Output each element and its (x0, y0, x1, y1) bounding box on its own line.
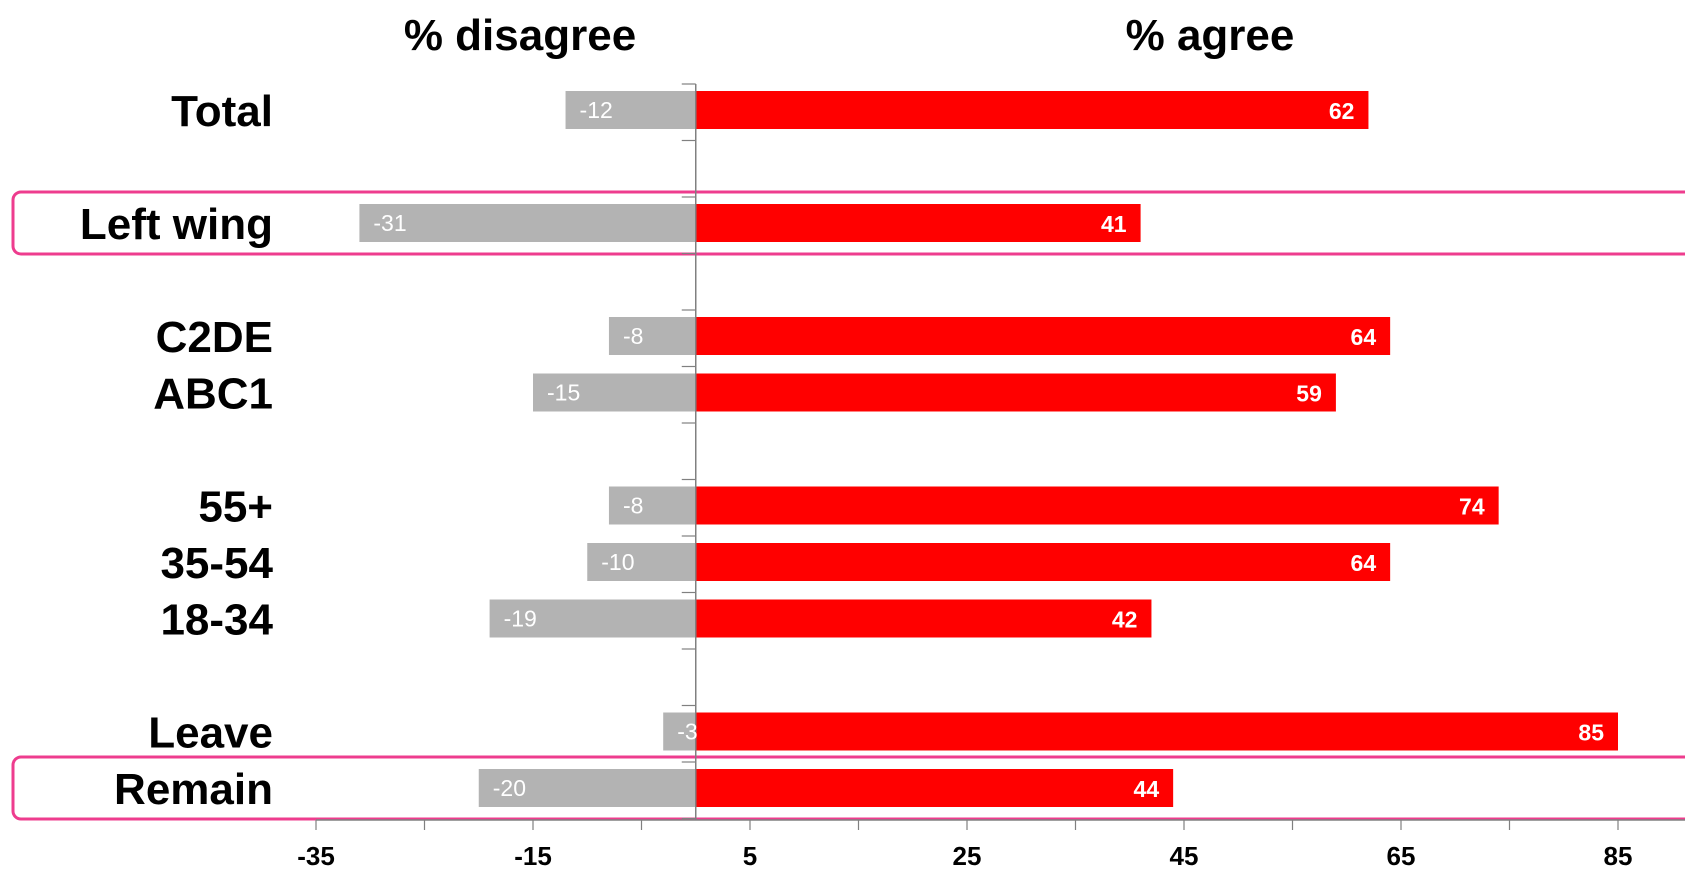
bar-agree-35-54 (695, 543, 1391, 581)
category-label-leave: Leave (148, 709, 273, 758)
data-label-agree-55plus: 74 (1459, 494, 1485, 520)
bar-disagree-c2de (608, 317, 696, 355)
category-label-35-54: 35-54 (160, 539, 273, 588)
bar-disagree-total (565, 91, 696, 129)
labels-layer: Total -12 62 Left wing -31 41 C2DE -8 64 ABC1 -15 5… (80, 87, 1633, 871)
bar-agree-18-34 (695, 599, 1152, 638)
bar-disagree-leave (663, 712, 696, 751)
data-label-agree-total: 62 (1329, 98, 1355, 124)
bar-disagree-18-34 (489, 599, 696, 638)
highlight-box-remain (11, 755, 1685, 821)
axes-layer (315, 83, 1685, 830)
data-label-disagree-35-54: -10 (601, 549, 634, 575)
category-label-left-wing: Left wing (80, 200, 273, 249)
data-label-agree-remain: 44 (1134, 776, 1160, 802)
highlight-box-left-wing (11, 190, 1685, 256)
highlight-boxes (11, 190, 1685, 821)
data-label-disagree-55plus: -8 (623, 493, 643, 519)
data-label-agree-left-wing: 41 (1101, 211, 1127, 237)
data-label-disagree-c2de: -8 (623, 323, 643, 349)
data-label-agree-leave: 85 (1578, 720, 1604, 746)
data-label-agree-abc1: 59 (1296, 381, 1322, 407)
data-label-agree-18-34: 42 (1112, 607, 1138, 633)
bar-disagree-35-54 (587, 543, 696, 581)
category-label-18-34: 18-34 (160, 596, 273, 645)
category-label-55plus: 55+ (198, 483, 273, 532)
x-tick-label: -15 (514, 841, 552, 871)
bar-disagree-left-wing (359, 204, 696, 242)
bar-agree-abc1 (695, 373, 1336, 412)
data-label-disagree-18-34: -19 (504, 606, 537, 632)
bar-agree-55plus (695, 486, 1499, 525)
bar-agree-leave (695, 712, 1618, 751)
bars-layer (359, 91, 1618, 807)
agree-header: % agree (1126, 11, 1295, 60)
x-tick-label: 25 (953, 841, 982, 871)
x-tick-label: 45 (1170, 841, 1199, 871)
bar-agree-total (695, 91, 1369, 129)
category-label-abc1: ABC1 (153, 370, 273, 419)
disagree-header: % disagree (404, 11, 636, 60)
data-label-disagree-left-wing: -31 (373, 210, 406, 236)
x-tick-label: -35 (297, 841, 335, 871)
bar-disagree-remain (478, 769, 696, 807)
data-label-agree-35-54: 64 (1351, 550, 1377, 576)
data-label-disagree-remain: -20 (493, 775, 526, 801)
bar-agree-c2de (695, 317, 1391, 355)
bar-agree-left-wing (695, 204, 1141, 242)
bar-disagree-abc1 (533, 373, 696, 412)
data-label-agree-c2de: 64 (1351, 324, 1377, 350)
bar-agree-remain (695, 769, 1174, 807)
x-tick-label: 85 (1604, 841, 1633, 871)
category-label-c2de: C2DE (156, 313, 273, 362)
bar-disagree-55plus (608, 486, 696, 525)
category-label-total: Total (171, 87, 273, 136)
data-label-disagree-abc1: -15 (547, 380, 580, 406)
category-label-remain: Remain (114, 765, 273, 814)
x-tick-label: 5 (743, 841, 757, 871)
data-label-disagree-total: -12 (580, 97, 613, 123)
data-label-disagree-leave: -3 (677, 719, 697, 745)
x-tick-label: 65 (1387, 841, 1416, 871)
